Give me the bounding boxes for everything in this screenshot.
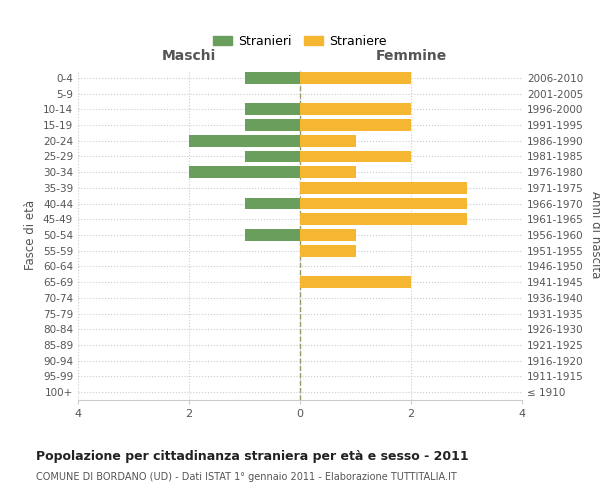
Bar xyxy=(245,104,300,115)
Bar xyxy=(300,182,467,194)
Y-axis label: Anni di nascita: Anni di nascita xyxy=(589,192,600,278)
Bar xyxy=(300,166,355,178)
Text: Femmine: Femmine xyxy=(376,50,446,64)
Bar xyxy=(189,135,300,146)
Bar xyxy=(300,150,411,162)
Text: Popolazione per cittadinanza straniera per età e sesso - 2011: Popolazione per cittadinanza straniera p… xyxy=(36,450,469,463)
Y-axis label: Fasce di età: Fasce di età xyxy=(25,200,37,270)
Bar xyxy=(245,229,300,241)
Legend: Stranieri, Straniere: Stranieri, Straniere xyxy=(208,30,392,53)
Bar xyxy=(300,276,411,288)
Bar xyxy=(245,198,300,209)
Bar xyxy=(300,119,411,131)
Bar xyxy=(245,150,300,162)
Bar xyxy=(300,72,411,84)
Bar xyxy=(245,119,300,131)
Bar xyxy=(300,135,355,146)
Bar xyxy=(300,214,467,225)
Bar xyxy=(300,198,467,209)
Bar xyxy=(189,166,300,178)
Bar xyxy=(245,72,300,84)
Bar xyxy=(300,229,355,241)
Text: COMUNE DI BORDANO (UD) - Dati ISTAT 1° gennaio 2011 - Elaborazione TUTTITALIA.IT: COMUNE DI BORDANO (UD) - Dati ISTAT 1° g… xyxy=(36,472,457,482)
Bar xyxy=(300,104,411,115)
Text: Maschi: Maschi xyxy=(162,50,216,64)
Bar xyxy=(300,245,355,256)
